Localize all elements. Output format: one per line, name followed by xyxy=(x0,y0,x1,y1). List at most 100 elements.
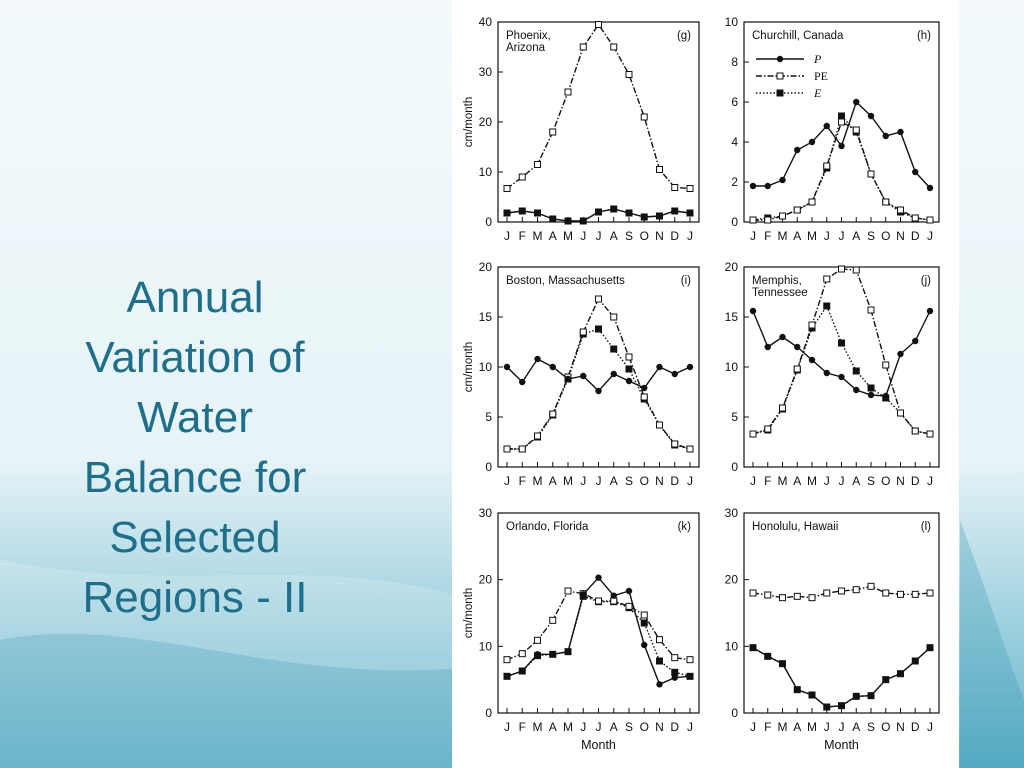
data-point xyxy=(686,363,694,371)
data-point xyxy=(823,302,831,310)
x-tick-label: J xyxy=(596,474,602,488)
data-point xyxy=(779,333,786,341)
data-point xyxy=(610,345,618,353)
data-point xyxy=(610,597,618,605)
data-point xyxy=(911,590,919,598)
y-tick-label: 0 xyxy=(731,215,738,229)
chart-title-line: Honolulu, Hawaii xyxy=(752,521,838,533)
series-line xyxy=(752,647,931,708)
x-tick-label: S xyxy=(867,229,875,243)
data-point xyxy=(519,378,526,386)
chart-title-line: Orlando, Florida xyxy=(506,521,589,533)
y-tick-label: 30 xyxy=(725,506,739,520)
data-point xyxy=(625,377,633,385)
data-point xyxy=(897,409,904,417)
data-point xyxy=(503,363,511,371)
data-point xyxy=(897,590,904,598)
chart-title: Honolulu, Hawaii xyxy=(752,521,838,533)
x-tick-label: J xyxy=(824,229,830,243)
data-point xyxy=(838,265,845,273)
legend-label: P xyxy=(813,52,822,66)
x-tick-label: F xyxy=(519,720,526,734)
series-p xyxy=(503,205,694,225)
data-point xyxy=(853,98,860,106)
data-point xyxy=(625,587,633,595)
panel-tag: (h) xyxy=(917,30,931,42)
data-point xyxy=(518,173,526,181)
y-tick-label: 20 xyxy=(479,260,493,274)
data-point xyxy=(610,43,618,51)
data-point xyxy=(549,651,556,658)
x-tick-label: F xyxy=(764,474,771,488)
data-point xyxy=(912,337,919,345)
x-tick-label: M xyxy=(533,720,543,734)
data-point xyxy=(823,369,830,377)
data-point xyxy=(838,702,845,709)
title-line: Water xyxy=(137,393,253,442)
data-point xyxy=(503,656,511,664)
panel-tag: (i) xyxy=(681,275,691,287)
data-point xyxy=(897,128,904,136)
data-point xyxy=(764,182,771,190)
data-point xyxy=(595,574,602,581)
x-tick-label: N xyxy=(896,229,905,243)
data-point xyxy=(640,619,648,627)
data-point xyxy=(793,365,801,373)
series-e xyxy=(749,302,934,438)
legend-label: E xyxy=(813,86,822,100)
data-point xyxy=(656,657,663,665)
series-p xyxy=(749,98,934,192)
data-point xyxy=(656,636,663,644)
y-tick-label: 6 xyxy=(731,95,738,109)
data-point xyxy=(867,582,875,590)
x-tick-label: M xyxy=(563,474,573,488)
data-point xyxy=(656,681,663,688)
series-p xyxy=(749,644,934,711)
data-point xyxy=(625,602,633,610)
chart-title: Churchill, Canada xyxy=(752,30,844,42)
y-tick-label: 10 xyxy=(479,165,493,179)
data-point xyxy=(852,126,860,134)
y-tick-label: 30 xyxy=(479,506,493,520)
chart-title: Orlando, Florida xyxy=(506,521,589,533)
data-point xyxy=(686,673,694,680)
x-tick-label: F xyxy=(519,229,526,243)
series-line xyxy=(753,120,931,221)
chart-title: Phoenix, Arizona xyxy=(506,30,551,54)
legend-marker xyxy=(776,89,784,97)
data-point xyxy=(853,693,860,700)
data-point xyxy=(549,616,557,624)
data-point xyxy=(823,162,831,170)
y-tick-label: 20 xyxy=(479,115,493,129)
data-point xyxy=(749,182,757,190)
data-point xyxy=(779,660,786,667)
panel-tag: (j) xyxy=(921,275,931,287)
x-tick-label: O xyxy=(640,720,649,734)
y-tick-label: 5 xyxy=(485,410,492,424)
data-point xyxy=(519,207,526,215)
data-point xyxy=(838,373,845,381)
data-point xyxy=(549,410,557,418)
y-tick-label: 10 xyxy=(479,639,493,653)
data-point xyxy=(564,375,572,383)
y-axis-label: cm/month xyxy=(463,588,475,639)
data-point xyxy=(503,673,511,680)
x-tick-label: A xyxy=(793,720,801,734)
legend-marker xyxy=(776,72,784,80)
data-point xyxy=(808,691,816,699)
data-point xyxy=(823,589,831,597)
y-tick-label: 0 xyxy=(731,706,738,720)
x-tick-label: F xyxy=(764,720,771,734)
data-point xyxy=(595,295,602,303)
data-point xyxy=(518,445,526,453)
x-tick-label: A xyxy=(610,474,618,488)
data-point xyxy=(625,353,633,361)
data-point xyxy=(503,209,511,217)
data-point xyxy=(911,214,919,222)
data-point xyxy=(610,313,618,321)
data-point xyxy=(867,384,875,392)
data-point xyxy=(671,674,678,681)
